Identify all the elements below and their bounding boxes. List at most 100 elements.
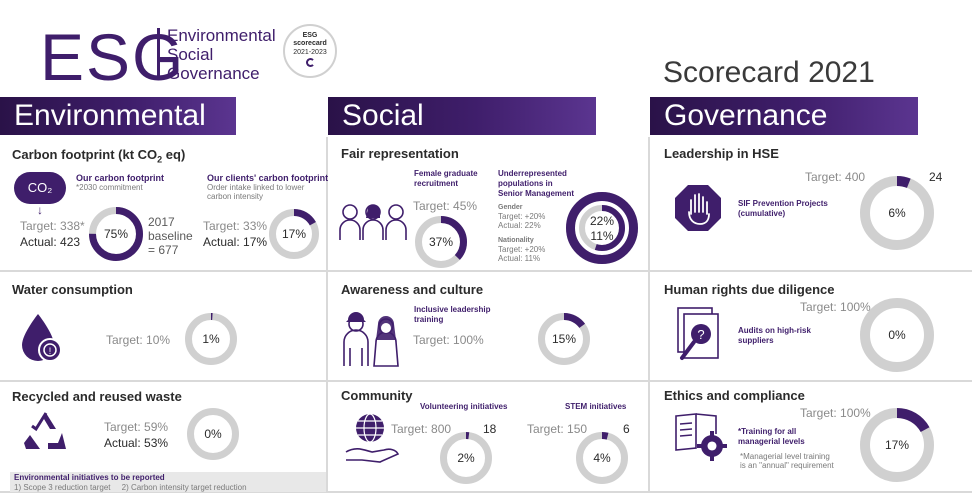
svg-text:!: ! bbox=[49, 346, 52, 356]
ring-graphic bbox=[185, 313, 237, 365]
ring-progress-arc bbox=[415, 216, 467, 268]
down-arrow-icon: ↓ bbox=[37, 203, 43, 217]
recycle-icon bbox=[24, 412, 66, 449]
nationality-label: Nationality bbox=[498, 237, 534, 244]
ethics-ring: 17% bbox=[860, 408, 934, 482]
fair-representation-title: Fair representation bbox=[341, 146, 459, 161]
own-carbon-ring: 75% bbox=[89, 207, 143, 261]
ring-progress-arc bbox=[440, 432, 492, 484]
clients-carbon-target: Target: 33% bbox=[203, 219, 268, 233]
inclusive-training-title: Inclusive leadership training bbox=[414, 305, 491, 324]
nationality-target: Target: +20% bbox=[498, 245, 546, 254]
volunteering-target: Target: 800 bbox=[391, 422, 452, 436]
human-rights-target: Target: 100% bbox=[800, 300, 871, 314]
env-initiatives-box: Environmental initiatives to be reported… bbox=[10, 472, 326, 492]
underrepresented-title: Underrepresented populations in Senior M… bbox=[498, 169, 575, 198]
ring-graphic bbox=[187, 408, 239, 460]
column-divider bbox=[326, 137, 328, 492]
volunteering-count: 18 bbox=[483, 422, 497, 436]
ring-graphic bbox=[415, 216, 467, 268]
ring-graphic bbox=[860, 176, 934, 250]
gender-pct: 22% bbox=[589, 214, 615, 228]
ring-progress-arc bbox=[860, 408, 934, 482]
volunteering-title: Volunteering initiatives bbox=[420, 402, 508, 411]
sif-projects-title: SIF Prevention Projects (cumulative) bbox=[738, 199, 828, 218]
stem-count: 6 bbox=[623, 422, 630, 436]
ring-track bbox=[187, 408, 239, 460]
ring-graphic bbox=[566, 192, 638, 264]
carbon-footprint-title: Carbon footprint (kt CO2 eq) bbox=[12, 147, 186, 165]
water-drop-gear-icon: ! bbox=[22, 314, 62, 362]
ring-graphic bbox=[579, 205, 625, 251]
stem-target: Target: 150 bbox=[527, 422, 588, 436]
ethics-title: Ethics and compliance bbox=[664, 388, 805, 403]
waste-actual: Actual: 53% bbox=[104, 436, 169, 450]
workers-icon bbox=[343, 312, 399, 367]
ring-progress-arc bbox=[860, 176, 934, 250]
hse-target: Target: 400 bbox=[805, 170, 866, 184]
human-rights-title: Human rights due diligence bbox=[664, 282, 835, 297]
nationality-actual: Actual: 11% bbox=[498, 254, 541, 263]
water-ring: 1% bbox=[185, 313, 237, 365]
stem-ring: 4% bbox=[576, 432, 628, 484]
document-search-icon: ? bbox=[677, 307, 719, 360]
own-carbon-title: Our carbon footprint bbox=[76, 173, 164, 183]
book-gear-icon bbox=[675, 413, 727, 461]
female-recruitment-title: Female graduate recruitment bbox=[414, 169, 478, 188]
row-divider bbox=[0, 380, 972, 382]
hse-title: Leadership in HSE bbox=[664, 146, 779, 161]
esg-logo-words: Environmental Social Governance bbox=[167, 26, 276, 83]
hse-ring: 6% bbox=[860, 176, 934, 250]
ring-progress-arc bbox=[185, 313, 237, 365]
own-carbon-target: Target: 338* bbox=[20, 219, 85, 233]
ring-graphic bbox=[860, 298, 934, 372]
waste-title: Recycled and reused waste bbox=[12, 389, 182, 404]
row-divider bbox=[0, 491, 972, 493]
esg-logo-letters: ESG bbox=[40, 20, 186, 94]
baseline-label: 2017 baseline = 677 bbox=[148, 215, 193, 257]
ring-progress-arc bbox=[576, 432, 628, 484]
stop-hand-icon bbox=[675, 185, 721, 231]
water-target: Target: 10% bbox=[106, 333, 171, 347]
ring-progress-arc bbox=[566, 192, 638, 264]
banner-governance: Governance bbox=[650, 97, 918, 135]
stem-title: STEM initiatives bbox=[565, 402, 627, 411]
ethics-target: Target: 100% bbox=[800, 406, 871, 420]
own-carbon-note: *2030 commitment bbox=[76, 183, 143, 192]
volunteering-ring: 2% bbox=[440, 432, 492, 484]
scorecard-badge: ESG scorecard 2021-2023 bbox=[283, 24, 337, 78]
ring-progress-arc bbox=[538, 313, 590, 365]
water-title: Water consumption bbox=[12, 282, 133, 297]
gender-label: Gender bbox=[498, 204, 523, 211]
banner-social: Social bbox=[328, 97, 596, 135]
community-title: Community bbox=[341, 388, 413, 403]
awareness-title: Awareness and culture bbox=[341, 282, 484, 297]
svg-text:?: ? bbox=[697, 327, 704, 342]
own-carbon-actual: Actual: 423 bbox=[20, 235, 81, 249]
badge-crescent-icon bbox=[305, 58, 315, 67]
clients-carbon-title: Our clients' carbon footprint bbox=[207, 173, 329, 183]
row-divider bbox=[0, 270, 972, 272]
banner-environmental: Environmental bbox=[0, 97, 236, 135]
awareness-target: Target: 100% bbox=[413, 333, 484, 347]
gender-target: Target: +20% bbox=[498, 212, 546, 221]
managerial-training-title: *Training for all managerial levels bbox=[738, 427, 805, 446]
nationality-pct: 11% bbox=[590, 229, 614, 243]
gender-ring bbox=[566, 192, 638, 264]
co2-cloud-icon: CO₂ bbox=[14, 172, 66, 204]
ring-progress-arc bbox=[89, 207, 143, 261]
female-ring: 37% bbox=[415, 216, 467, 268]
ring-graphic bbox=[89, 207, 143, 261]
clients-carbon-note: Order intake linked to lower carbon inte… bbox=[207, 183, 305, 201]
ring-graphic bbox=[440, 432, 492, 484]
waste-target: Target: 59% bbox=[104, 420, 169, 434]
clients-carbon-ring: 17% bbox=[269, 209, 319, 259]
globe-hand-icon bbox=[345, 413, 400, 463]
hse-count: 24 bbox=[929, 170, 943, 184]
awareness-ring: 15% bbox=[538, 313, 590, 365]
logo-divider bbox=[157, 28, 160, 80]
gender-actual: Actual: 22% bbox=[498, 221, 541, 230]
ring-progress-arc bbox=[579, 205, 625, 251]
ring-graphic bbox=[269, 209, 319, 259]
scorecard-title: Scorecard 2021 bbox=[663, 56, 875, 89]
